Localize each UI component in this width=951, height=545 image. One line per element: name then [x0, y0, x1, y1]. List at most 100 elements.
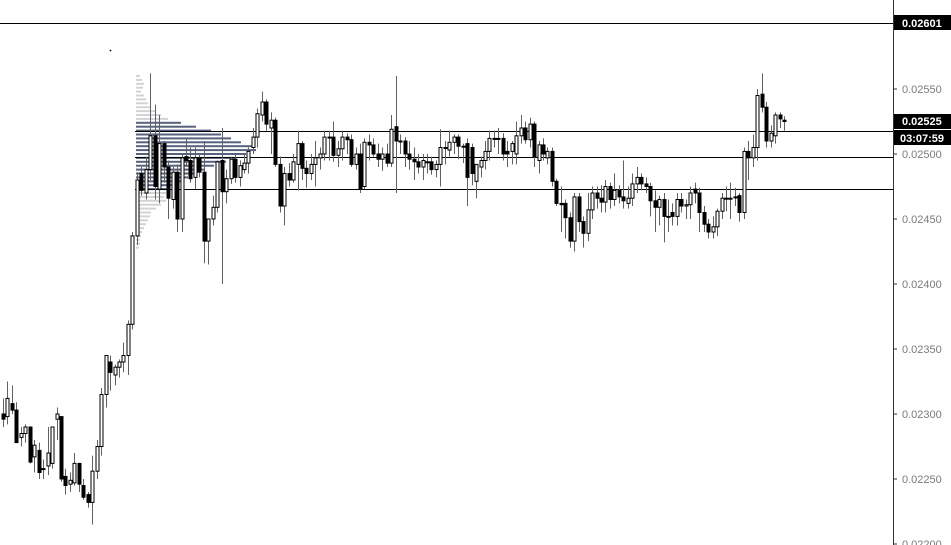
candle-body-bear	[1, 413, 6, 420]
candle-body-bear	[470, 147, 475, 174]
candle-body-bull	[496, 137, 501, 140]
profile-bar	[136, 114, 161, 116]
candle	[63, 468, 68, 495]
candle-body-bull	[474, 163, 479, 182]
candle	[37, 442, 42, 479]
candle-body-bear	[523, 127, 528, 141]
candle-body-bear	[77, 462, 82, 485]
candle	[233, 154, 238, 183]
candle	[309, 154, 314, 180]
candle-body-bear	[550, 150, 555, 182]
candle	[362, 138, 367, 190]
candle	[278, 156, 283, 213]
profile-bar	[136, 98, 146, 101]
tick-label: 0.02250	[902, 474, 942, 486]
candle	[662, 193, 667, 243]
level-line-label: 0.02601	[894, 15, 951, 30]
candle-body-bull	[32, 444, 37, 458]
candle	[617, 185, 622, 204]
candle-body-bull	[590, 192, 595, 211]
candle	[554, 178, 559, 206]
candle	[720, 193, 725, 219]
candle-body-bear	[679, 199, 684, 207]
price-axis[interactable]: 0.02550 0.02500 0.02450 0.02400 0.02350 0.023…	[893, 84, 942, 545]
tick-label: 0.02450	[902, 214, 942, 226]
candle-body-bull	[99, 394, 104, 447]
candle-body-bull	[104, 355, 109, 395]
candle-body-bull	[46, 452, 51, 467]
candle	[764, 102, 769, 148]
candle-body-bear	[760, 93, 765, 108]
candle-body-bear	[278, 163, 283, 207]
candle-body-bull	[309, 163, 314, 174]
candle	[688, 186, 693, 219]
candle	[117, 359, 122, 378]
candle-body-bear	[166, 166, 171, 199]
candle-body-bear	[608, 186, 613, 200]
candle-body-bull	[126, 323, 131, 356]
candle	[10, 385, 15, 414]
candle	[251, 128, 256, 154]
candle	[572, 193, 577, 252]
candle-body-bear	[407, 153, 412, 160]
candle	[220, 128, 225, 284]
candle	[148, 73, 153, 180]
candle-body-bear	[581, 221, 586, 234]
profile-bar	[136, 78, 142, 81]
candle-body-bear	[662, 199, 667, 217]
candle-body-bear	[505, 150, 510, 155]
candle	[242, 154, 247, 174]
candle	[46, 427, 51, 476]
candle	[171, 167, 176, 209]
candle	[590, 186, 595, 219]
candle-body-bear	[376, 153, 381, 160]
candle	[108, 355, 113, 391]
candle	[282, 167, 287, 226]
candle	[684, 199, 689, 219]
candle-body-bull	[421, 160, 426, 168]
candle-body-bull	[612, 189, 617, 200]
candle-body-bear	[737, 195, 742, 214]
candle	[144, 156, 149, 200]
candle-body-bear	[63, 475, 68, 486]
candle-body-bull	[724, 197, 729, 200]
candle	[702, 206, 707, 232]
candle	[434, 160, 439, 178]
candle	[273, 117, 278, 167]
candle	[612, 173, 617, 206]
candle	[32, 440, 37, 473]
candle	[412, 147, 417, 180]
candle-body-bear	[367, 141, 372, 146]
candle	[340, 130, 345, 161]
tick-label: 0.02550	[902, 84, 942, 96]
candle	[50, 426, 55, 469]
candle-body-bull	[586, 209, 591, 234]
candle-body-bear	[559, 202, 564, 206]
candle	[737, 193, 742, 222]
candle-body-bear	[304, 167, 309, 175]
candle-body-bear	[617, 189, 622, 198]
candle-body-bull	[215, 161, 220, 208]
candle	[501, 133, 506, 161]
candle	[269, 112, 274, 154]
profile-bar	[136, 125, 196, 128]
candle	[697, 187, 702, 232]
candle	[492, 130, 497, 148]
candle-body-bull	[327, 136, 332, 139]
candle	[184, 138, 189, 167]
candle	[461, 143, 466, 164]
candle-body-bear	[394, 126, 399, 142]
candle	[197, 154, 202, 178]
candle	[238, 160, 243, 187]
candle	[577, 193, 582, 232]
candle-body-bull	[603, 186, 608, 203]
candle-body-bull	[242, 162, 247, 171]
candle	[751, 134, 756, 167]
candle	[630, 173, 635, 206]
candle	[559, 186, 564, 232]
candle-body-bull	[260, 101, 265, 116]
candle	[260, 91, 265, 122]
candle	[224, 169, 229, 204]
candle	[483, 141, 488, 170]
